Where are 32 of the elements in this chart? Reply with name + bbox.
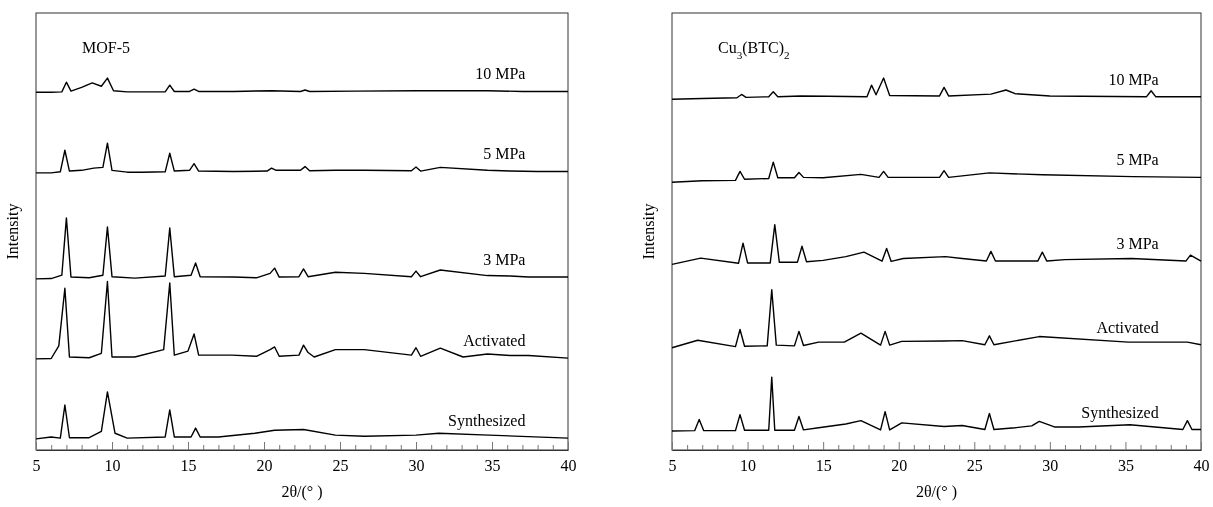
x-axis-title: 2θ/(° )	[281, 483, 323, 501]
x-tick-label: 20	[256, 457, 273, 475]
series-label: 10 MPa	[1108, 70, 1159, 88]
x-tick-label: 10	[740, 457, 757, 475]
y-axis-title: Intensity	[4, 203, 22, 260]
x-tick-label: 40	[560, 457, 577, 475]
series-label: Activated	[1096, 318, 1159, 336]
x-tick-label: 30	[1042, 457, 1059, 475]
x-tick-label: 5	[668, 457, 677, 475]
x-tick-label: 35	[484, 457, 501, 475]
series-label: 5 MPa	[483, 145, 526, 163]
series-label: Synthesized	[1081, 403, 1159, 422]
x-tick-label: 40	[1193, 457, 1210, 475]
x-tick-label: 25	[332, 457, 349, 475]
series-label: 10 MPa	[475, 65, 526, 83]
x-tick-label: 15	[815, 457, 832, 475]
x-tick-label: 5	[32, 457, 41, 475]
x-tick-label: 15	[180, 457, 197, 475]
x-tick-label: 35	[1117, 457, 1134, 475]
x-tick-label: 10	[104, 457, 121, 475]
series-label: Activated	[463, 332, 526, 350]
series-label: Synthesized	[448, 412, 526, 431]
chart-title: Cu$_{3}$(BTC)$_{2}$	[718, 39, 790, 61]
series-label: 3 MPa	[483, 251, 526, 269]
chart-title: MOF-5	[82, 39, 131, 56]
y-axis-title: Intensity	[640, 203, 658, 260]
x-axis-title: 2θ/(° )	[915, 483, 958, 501]
series-label: 5 MPa	[1116, 151, 1159, 169]
series-label: 3 MPa	[1116, 235, 1159, 253]
x-tick-label: 25	[966, 457, 983, 475]
x-tick-label: 20	[891, 457, 908, 475]
x-tick-label: 30	[408, 457, 425, 475]
